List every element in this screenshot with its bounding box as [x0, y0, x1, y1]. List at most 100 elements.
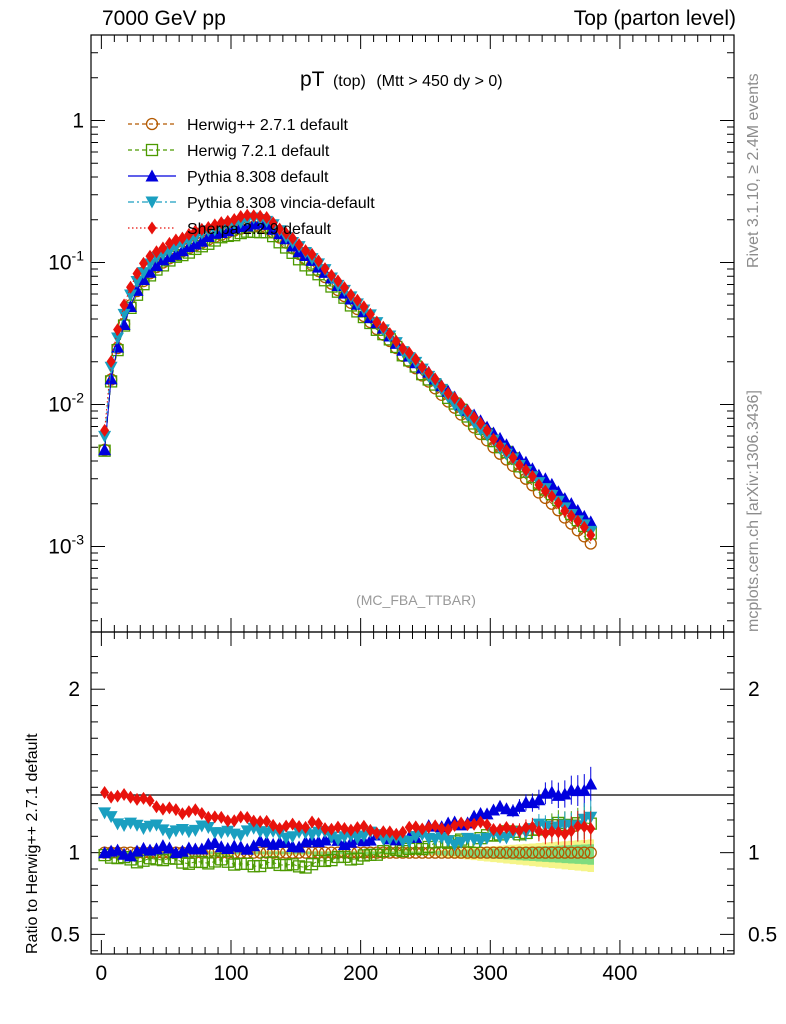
main-series-line — [104, 214, 592, 536]
ratio-data-point — [456, 816, 466, 830]
ratio-data-point — [201, 822, 215, 835]
ratio-data-point — [262, 814, 272, 828]
ratio-data-point — [430, 819, 440, 833]
ratio-data-point — [288, 817, 298, 831]
ratio-data-point — [480, 807, 494, 820]
main-data-point — [132, 267, 142, 281]
main-data-point — [450, 391, 460, 405]
ratio-data-point — [579, 820, 589, 834]
ratio-y-axis-label: Ratio to Herwig++ 2.7.1 default — [24, 733, 41, 954]
ratio-y-tick-label-right: 2 — [748, 678, 760, 701]
main-series-line — [104, 226, 592, 544]
ratio-data-point — [487, 803, 501, 816]
main-data-point — [143, 258, 157, 271]
ratio-data-point — [378, 825, 388, 839]
ratio-data-point — [506, 804, 520, 817]
header-observable-group: Top (parton level) — [573, 7, 736, 30]
ratio-data-point — [364, 848, 377, 861]
main-data-point — [210, 218, 220, 232]
ratio-data-point — [417, 822, 427, 836]
legend-label: Herwig++ 2.7.1 default — [187, 117, 349, 134]
ratio-data-point — [100, 785, 110, 799]
ratio-data-point — [398, 825, 408, 839]
ratio-data-point — [104, 811, 118, 824]
ratio-data-point — [203, 810, 213, 824]
ratio-data-point — [338, 850, 351, 863]
main-data-point — [346, 288, 356, 302]
x-tick-label: 0 — [96, 962, 108, 985]
ratio-data-point — [281, 819, 291, 833]
main-data-point — [521, 463, 531, 477]
main-data-point — [242, 208, 252, 222]
ratio-data-point — [437, 822, 447, 836]
ratio-data-point — [164, 801, 174, 815]
main-data-point — [534, 478, 544, 492]
ratio-data-point — [294, 819, 304, 833]
ratio-data-point — [223, 814, 233, 828]
ratio-data-point — [137, 854, 150, 867]
ratio-data-point — [234, 857, 247, 871]
main-data-point — [294, 238, 304, 252]
ratio-data-point — [372, 826, 382, 840]
ratio-data-point — [305, 858, 319, 871]
ratio-data-point — [111, 843, 125, 856]
ratio-data-point — [130, 819, 144, 832]
main-data-point — [143, 265, 157, 278]
ratio-data-point — [195, 855, 208, 869]
ratio-data-point — [586, 821, 596, 835]
ratio-data-point — [208, 855, 221, 868]
ratio-data-point — [325, 853, 338, 867]
main-data-point — [175, 244, 189, 257]
main-y-tick-labels: 1 10-1 10-2 10-3 — [48, 109, 84, 558]
ratio-data-point — [254, 859, 267, 873]
ratio-data-point — [249, 814, 259, 828]
legend-label: Pythia 8.308 default — [187, 169, 329, 186]
ratio-data-point — [318, 854, 332, 868]
ratio-data-point — [363, 833, 377, 846]
ratio-data-point — [158, 802, 168, 816]
main-data-point — [411, 352, 421, 366]
ratio-data-point — [499, 832, 513, 845]
ratio-data-point — [513, 846, 526, 859]
main-data-point — [333, 274, 343, 288]
ratio-data-point — [247, 860, 260, 873]
ratio-data-point — [184, 805, 194, 819]
main-data-point — [514, 458, 524, 472]
ratio-data-point — [208, 835, 222, 848]
main-data-point — [104, 372, 118, 385]
ratio-data-point — [275, 822, 285, 836]
main-data-point — [469, 411, 479, 425]
ratio-data-point — [532, 846, 546, 859]
ratio-data-point — [565, 846, 578, 859]
ratio-data-point — [119, 787, 129, 801]
main-series — [98, 208, 598, 550]
main-data-point — [437, 379, 447, 393]
legend-marker — [145, 169, 159, 182]
ratio-data-point — [266, 856, 280, 869]
ratio-data-point — [299, 861, 312, 874]
main-data-point — [314, 254, 324, 268]
main-series-0 — [98, 220, 597, 550]
ratio-data-point — [326, 822, 336, 836]
main-data-point — [203, 221, 213, 235]
main-data-point — [553, 496, 563, 510]
main-data-point — [236, 210, 246, 224]
main-data-point — [489, 432, 499, 446]
ratio-data-point — [534, 824, 544, 838]
main-data-point — [195, 234, 209, 247]
ratio-data-point — [195, 842, 209, 855]
ratio-data-point — [480, 846, 494, 859]
ratio-data-point — [454, 836, 468, 849]
main-data-point — [288, 231, 298, 245]
legend-entry-1: Herwig 7.2.1 default — [128, 143, 330, 160]
ratio-data-point — [521, 821, 531, 835]
ratio-data-point — [124, 849, 138, 862]
main-panel: 1 10-1 10-2 10-3 pT (top) (Mtt > 450 dy > 0… — [48, 34, 735, 633]
main-data-point — [391, 334, 401, 348]
ratio-data-point — [547, 825, 557, 839]
ratio-data-point — [312, 854, 325, 867]
ratio-data-point — [480, 832, 494, 845]
main-data-point — [223, 214, 233, 228]
ratio-data-point — [487, 846, 500, 859]
legend-label: Herwig 7.2.1 default — [187, 143, 330, 160]
